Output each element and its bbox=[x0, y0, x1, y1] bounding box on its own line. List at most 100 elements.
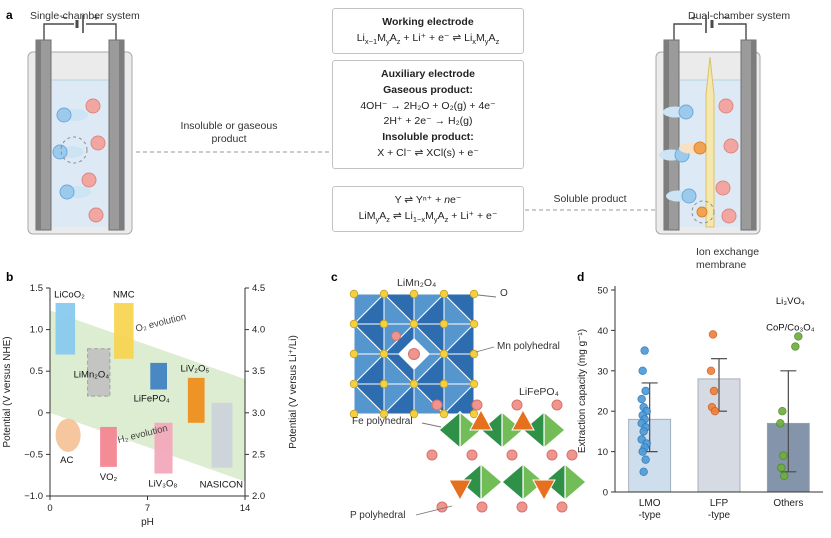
electrode bbox=[740, 39, 757, 231]
lithium-ion bbox=[678, 104, 694, 120]
mn-facet bbox=[353, 382, 386, 415]
oxygen-label: O bbox=[500, 288, 508, 299]
data-point bbox=[706, 366, 716, 375]
electrolyte bbox=[35, 80, 125, 227]
mn-facet bbox=[412, 292, 445, 325]
data-point bbox=[638, 411, 647, 420]
material-region-5 bbox=[55, 418, 81, 452]
single-chamber-cell: − + bbox=[27, 12, 133, 235]
data-point bbox=[707, 402, 717, 412]
material-region-0 bbox=[55, 302, 76, 355]
mn-facet bbox=[412, 352, 445, 385]
data-point bbox=[637, 419, 646, 428]
y-tick-label: 3.5 bbox=[252, 366, 265, 377]
mn-facet bbox=[382, 353, 415, 386]
material-label: LiV₃O₈ bbox=[148, 479, 177, 490]
extraction-capacity-chart: LMO-typeLFP-typeOthers01020304050Extract… bbox=[577, 286, 823, 521]
category-label: LFP bbox=[710, 498, 729, 509]
point-annotation: Li₃VO₄ bbox=[776, 296, 805, 307]
mn-facet bbox=[442, 293, 475, 326]
data-point bbox=[709, 386, 719, 396]
li-atom bbox=[551, 399, 563, 411]
data-point bbox=[777, 463, 786, 472]
li-atom bbox=[516, 501, 528, 513]
mn-facet bbox=[382, 322, 415, 355]
limn2o4-structure bbox=[349, 289, 479, 419]
highlight-circle bbox=[60, 136, 88, 164]
ion-trail bbox=[62, 109, 88, 121]
lithium-ion bbox=[674, 147, 690, 163]
li-site-hole bbox=[398, 338, 430, 370]
li-atom bbox=[511, 399, 523, 411]
mn-facet bbox=[443, 352, 476, 385]
fe-octahedron bbox=[501, 410, 524, 450]
data-point bbox=[640, 443, 649, 452]
mn-facet bbox=[443, 292, 476, 325]
p-tetrahedron bbox=[532, 479, 556, 502]
material-region-1 bbox=[114, 302, 134, 359]
auxiliary-electrode bbox=[108, 39, 125, 231]
p-pointer-line bbox=[415, 505, 453, 516]
anion bbox=[718, 98, 734, 114]
mn-facet bbox=[352, 323, 385, 356]
o-pointer-line bbox=[477, 294, 497, 298]
o-atom bbox=[469, 319, 479, 329]
anion bbox=[81, 172, 97, 188]
li-atom bbox=[466, 449, 478, 461]
working-electrode-box: Working electrode Lix−1MyAz + Li⁺ + e⁻ ⇌… bbox=[332, 8, 524, 55]
o-atom bbox=[379, 289, 389, 299]
material-label: VO₂ bbox=[100, 472, 118, 483]
anion bbox=[85, 98, 101, 114]
panel-b-label: b bbox=[6, 270, 14, 284]
lithium-ion bbox=[52, 144, 68, 160]
soluble-species-ion bbox=[693, 141, 707, 155]
mn-facet bbox=[352, 383, 385, 416]
category-label: -type bbox=[708, 510, 731, 521]
y-tick-label: −0.5 bbox=[24, 449, 43, 460]
mn-facet bbox=[352, 292, 385, 325]
li-atom bbox=[546, 449, 558, 461]
material-region-2 bbox=[87, 348, 111, 397]
data-point bbox=[638, 447, 647, 456]
insoluble-product-heading: Insoluble product: bbox=[382, 131, 474, 143]
y-tick-label: 0.5 bbox=[30, 366, 43, 377]
anion bbox=[721, 208, 737, 224]
insoluble-connector-label: Insoluble or gaseous product bbox=[180, 120, 278, 146]
o-atom bbox=[469, 379, 479, 389]
bar-0 bbox=[628, 418, 672, 493]
data-point bbox=[776, 419, 785, 428]
vessel bbox=[27, 51, 133, 235]
o-atom bbox=[439, 409, 449, 419]
ion-exchange-membrane bbox=[705, 56, 715, 228]
crystal-structures bbox=[349, 289, 587, 516]
o-atom bbox=[439, 319, 449, 329]
fe-octahedron bbox=[543, 410, 566, 450]
ion-trail bbox=[663, 106, 687, 118]
li-atom bbox=[391, 331, 401, 341]
ion-trail bbox=[679, 142, 701, 154]
y-axis-title: Extraction capacity (mg g⁻¹) bbox=[577, 329, 588, 453]
fe-octahedron bbox=[522, 410, 545, 450]
single-chamber-title: Single-chamber system bbox=[30, 10, 140, 22]
mn-facet bbox=[353, 353, 386, 386]
p-polyhedral-label: P polyhedral bbox=[350, 510, 406, 521]
o-atom bbox=[349, 319, 359, 329]
li-atom bbox=[408, 348, 420, 360]
mn-facet bbox=[383, 352, 416, 385]
material-label: AC bbox=[60, 455, 73, 466]
lifepo4-structure bbox=[426, 399, 587, 513]
soluble-equation-1: Y ⇌ Yⁿ⁺ + ne⁻ bbox=[394, 194, 462, 206]
li-atom bbox=[566, 449, 578, 461]
mn-facet bbox=[383, 292, 416, 325]
li-atom bbox=[471, 399, 483, 411]
fe-octahedron bbox=[480, 410, 503, 450]
mn-facet bbox=[413, 293, 446, 326]
fe-octahedron bbox=[438, 410, 461, 450]
y-tick-label: 0 bbox=[38, 408, 43, 419]
fe-octahedron bbox=[501, 462, 524, 502]
dual-chamber-title: Dual-chamber system bbox=[688, 10, 791, 22]
gaseous-product-heading: Gaseous product: bbox=[383, 83, 473, 96]
data-point bbox=[640, 415, 649, 424]
li-atom bbox=[431, 399, 443, 411]
